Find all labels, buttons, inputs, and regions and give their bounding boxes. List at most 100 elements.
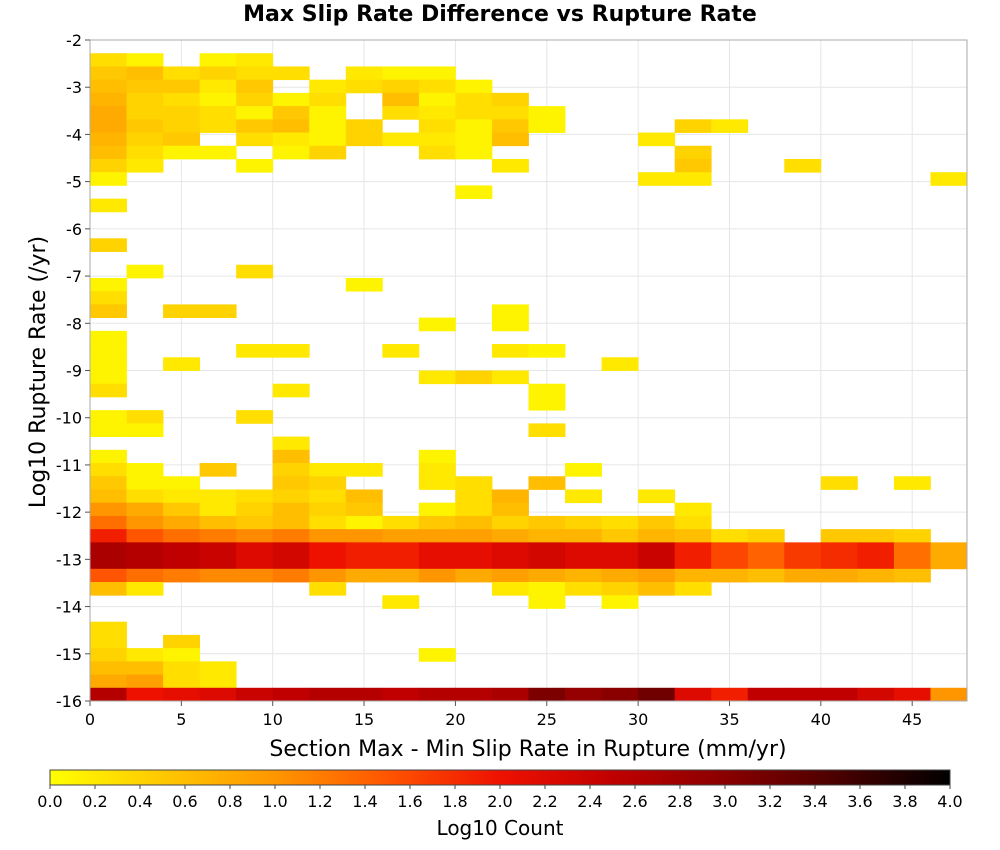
heatmap-cell (126, 132, 164, 147)
heatmap-cell (163, 92, 201, 107)
heatmap-cell (345, 542, 383, 556)
heatmap-cell (784, 158, 822, 173)
heatmap-cell (601, 595, 639, 609)
heatmap-cell (272, 568, 310, 583)
heatmap-cell (820, 555, 858, 570)
heatmap-cell (455, 529, 493, 543)
heatmap-cell (930, 687, 968, 702)
heatmap-cell (309, 132, 347, 147)
heatmap-cell (491, 502, 529, 517)
heatmap-cell (236, 119, 274, 133)
heatmap-cell (418, 568, 456, 583)
heatmap-cell (126, 410, 164, 424)
heatmap-cell (491, 92, 529, 107)
heatmap-cell (309, 555, 347, 570)
heatmap-cell (491, 158, 529, 173)
heatmap-cell (930, 555, 968, 570)
heatmap-cell (90, 238, 127, 252)
heatmap-cell (236, 542, 274, 556)
heatmap-cell (90, 489, 127, 504)
heatmap-cell (236, 344, 274, 358)
y-tick-label: -2 (66, 31, 82, 50)
heatmap-cell (674, 502, 712, 517)
heatmap-cell (893, 476, 931, 490)
y-tick-label: -14 (56, 598, 82, 617)
heatmap-cell (126, 423, 164, 437)
heatmap-cell (309, 106, 347, 120)
heatmap-cell (674, 145, 712, 160)
heatmap-cell (309, 489, 347, 504)
heatmap-cell (90, 634, 127, 649)
heatmap-cell (272, 463, 310, 477)
heatmap-cell (674, 582, 712, 596)
heatmap-cell (601, 568, 639, 583)
heatmap-cell (857, 687, 895, 702)
colorbar-tick-label: 2.2 (532, 792, 557, 811)
heatmap-cell (893, 568, 931, 583)
heatmap-cell (930, 172, 968, 186)
heatmap-cell (674, 158, 712, 173)
heatmap-cell (126, 568, 164, 583)
heatmap-cell (199, 555, 237, 570)
heatmap-cell (784, 542, 822, 556)
heatmap-cell (491, 515, 529, 530)
x-tick-label: 15 (354, 710, 374, 729)
heatmap-cell (199, 515, 237, 530)
heatmap-cell (565, 463, 602, 477)
heatmap-cell (674, 687, 712, 702)
heatmap-cell (528, 515, 566, 530)
heatmap-cell (418, 515, 456, 530)
heatmap-cell (309, 92, 347, 107)
heatmap-cell (382, 529, 420, 543)
heatmap-cell (491, 132, 529, 147)
heatmap-cell (126, 106, 164, 120)
heatmap-cell (309, 463, 347, 477)
heatmap-cell (163, 476, 201, 490)
heatmap-cell (199, 66, 237, 81)
x-tick-label: 30 (628, 710, 648, 729)
heatmap-cell (90, 476, 127, 490)
heatmap-cell (528, 568, 566, 583)
heatmap-cell (893, 542, 931, 556)
heatmap-cell (565, 687, 602, 702)
heatmap-cell (90, 423, 127, 437)
heatmap-cell (601, 555, 639, 570)
heatmap-cell (126, 53, 164, 67)
heatmap-cell (272, 555, 310, 570)
heatmap-cell (674, 172, 712, 186)
heatmap-cell (163, 145, 201, 160)
heatmap-cell (236, 53, 274, 67)
heatmap-cell (309, 515, 347, 530)
heatmap-cell (90, 92, 127, 107)
heatmap-cell (857, 529, 895, 543)
heatmap-cell (272, 489, 310, 504)
heatmap-cell (236, 555, 274, 570)
y-axis-label: Log10 Rupture Rate (/yr) (26, 236, 51, 508)
colorbar-tick-label: 2.0 (487, 792, 512, 811)
colorbar-tick-label: 3.6 (847, 792, 872, 811)
heatmap-cell (163, 568, 201, 583)
heatmap-cell (272, 145, 310, 160)
heatmap-cell (455, 132, 493, 147)
y-tick-label: -11 (56, 456, 82, 475)
heatmap-cell (345, 687, 383, 702)
heatmap-cell (345, 515, 383, 530)
heatmap-cell (272, 436, 310, 451)
heatmap-cell (711, 542, 749, 556)
x-tick-label: 10 (263, 710, 283, 729)
colorbar-tick-label: 2.6 (622, 792, 647, 811)
heatmap-cell (418, 119, 456, 133)
colorbar-tick-label: 0.8 (217, 792, 242, 811)
heatmap-cell (382, 66, 420, 81)
heatmap-cell (528, 555, 566, 570)
heatmap-cell (418, 687, 456, 702)
heatmap-cell (491, 529, 529, 543)
heatmap-cell (236, 132, 274, 147)
heatmap-cell (199, 119, 237, 133)
heatmap-cell (345, 132, 383, 147)
heatmap-cell (236, 264, 274, 279)
colorbar-ticks: 0.0 0.2 0.4 0.6 0.8 1.0 1.2 1.4 1.6 1.8 2.0 2.2 2.4 2… (37, 785, 963, 811)
heatmap-cell (126, 542, 164, 556)
heatmap-cell (565, 582, 602, 596)
heatmap-cell (126, 145, 164, 160)
